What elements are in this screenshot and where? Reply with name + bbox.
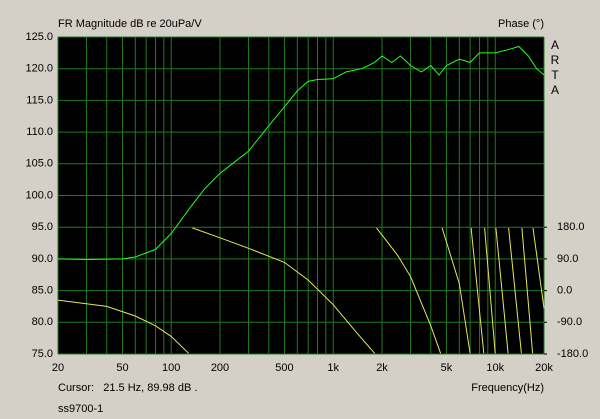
x-tick-label: 20k bbox=[535, 362, 553, 374]
x-tick-label: 5k bbox=[441, 362, 453, 374]
cursor-readout: Cursor: 21.5 Hz, 89.98 dB . bbox=[58, 382, 197, 394]
x-tick-label: 50 bbox=[116, 362, 128, 374]
x-tick-label: 20 bbox=[52, 362, 64, 374]
x-tick-label: 100 bbox=[162, 362, 180, 374]
y-tick-label: 90.0 bbox=[32, 253, 53, 265]
y2-tick-label: 90.0 bbox=[557, 253, 578, 265]
x-tick-label: 2k bbox=[376, 362, 388, 374]
y-tick-label: 85.0 bbox=[32, 285, 53, 297]
y-tick-label: 95.0 bbox=[32, 221, 53, 233]
y2-tick-label: 180.0 bbox=[557, 221, 585, 233]
x-tick-label: 500 bbox=[275, 362, 293, 374]
watermark: ARTA bbox=[548, 38, 562, 98]
series-line bbox=[57, 45, 545, 261]
y2-title: Phase (°) bbox=[498, 18, 544, 30]
y-tick-label: 115.0 bbox=[26, 94, 53, 106]
y-tick-label: 100.0 bbox=[25, 189, 53, 201]
y2-tick-label: 0.0 bbox=[557, 285, 572, 297]
x-tick-label: 1k bbox=[327, 362, 339, 374]
y-tick-label: 80.0 bbox=[32, 316, 53, 328]
y-tick-label: 110.0 bbox=[26, 126, 53, 138]
y2-tick-label: -180.0 bbox=[557, 348, 588, 360]
y-tick-label: 75.0 bbox=[32, 348, 53, 360]
x-tick-label: 10k bbox=[486, 362, 504, 374]
footer: ss9700-1 bbox=[58, 403, 103, 415]
y-tick-label: 105.0 bbox=[25, 158, 53, 170]
y-tick-label: 125.0 bbox=[25, 31, 53, 43]
x-axis-label: Frequency(Hz) bbox=[471, 382, 544, 394]
y2-tick-label: -90.0 bbox=[557, 316, 582, 328]
chart-title: FR Magnitude dB re 20uPa/V bbox=[58, 18, 202, 30]
y-tick-label: 120.0 bbox=[25, 63, 53, 75]
x-tick-label: 200 bbox=[211, 362, 229, 374]
series-line bbox=[57, 227, 545, 354]
